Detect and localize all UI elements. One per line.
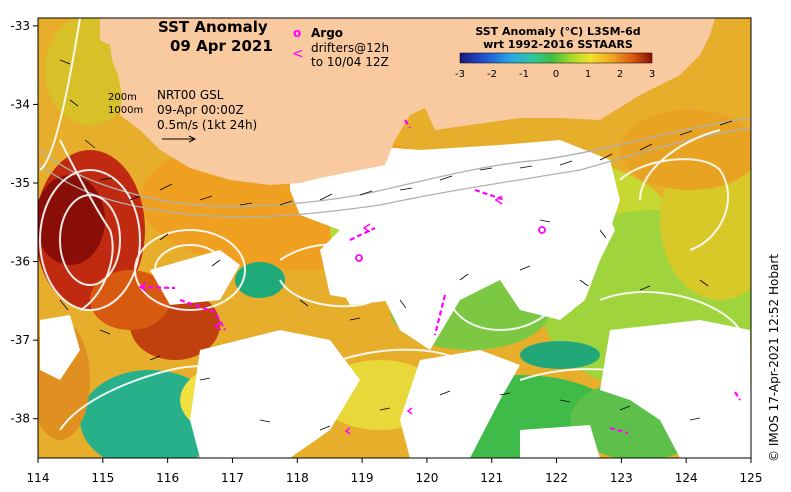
argo-legend-symbol: o [293, 26, 301, 40]
sst-patch [520, 341, 600, 369]
y-axis: -33 -34 -35 -36 -37 -38 [10, 19, 38, 426]
colorbar-tick-label: 3 [649, 69, 655, 80]
no-data-area [190, 330, 360, 458]
vector-scale-arrow [162, 135, 197, 143]
sst-patch [90, 270, 170, 330]
argo-legend-label: Argo [311, 26, 343, 40]
colorbar-tick-label: -1 [519, 69, 529, 80]
x-tick-label: 115 [91, 471, 114, 485]
y-tick-label: -37 [10, 333, 30, 347]
x-tick-label: 118 [286, 471, 309, 485]
drifter-endpoints [138, 195, 503, 435]
drifter-marker [213, 321, 222, 331]
drifter-marker [494, 195, 503, 205]
colorbar-tick-label: -3 [455, 69, 465, 80]
argo-float-marker [538, 226, 546, 234]
bathymetry-contour [39, 127, 751, 218]
x-tick-label: 117 [221, 471, 244, 485]
x-tick-label: 122 [545, 471, 568, 485]
no-data-area [560, 195, 615, 270]
x-tick-label: 114 [27, 471, 50, 485]
x-tick-label: 123 [610, 471, 633, 485]
ssh-contours [39, 18, 741, 431]
x-tick-label: 121 [480, 471, 503, 485]
colorbar-tick-label: 1 [585, 69, 591, 80]
drifter-marker [406, 407, 413, 415]
no-data-area [400, 350, 520, 458]
map-title-line2: 09 Apr 2021 [170, 37, 273, 55]
y-tick-label: -35 [10, 176, 30, 190]
x-tick-label: 119 [351, 471, 374, 485]
x-tick-label: 120 [415, 471, 438, 485]
argo-float-marker [355, 254, 363, 262]
no-data-area [40, 315, 80, 380]
colorbar-tick-label: -2 [487, 69, 497, 80]
y-tick-label: -38 [10, 412, 30, 426]
colorbar-tick-label: 0 [553, 69, 559, 80]
current-vectors [59, 59, 733, 431]
contour-label-1000m: 1000m [108, 105, 143, 116]
x-tick-label: 124 [675, 471, 698, 485]
contour-label-200m: 200m [108, 92, 137, 103]
y-tick-label: -36 [10, 255, 30, 269]
drifter-legend-symbol: < [292, 46, 304, 62]
time-label: 09-Apr 00:00Z [157, 103, 244, 117]
x-axis: 114 115 116 117 118 119 120 121 122 123 124 125 [27, 458, 763, 485]
drifter-legend-label1: drifters@12h [311, 41, 389, 55]
y-tick-label: -34 [10, 97, 30, 111]
colorbar-tick-label: 2 [617, 69, 623, 80]
drifter-tracks [139, 119, 741, 435]
x-tick-label: 116 [156, 471, 179, 485]
plot-frame [37, 17, 752, 459]
svg-text:SST Anomaly (°C) L3SM-6d: SST Anomaly (°C) L3SM-6d [475, 25, 640, 38]
svg-text:wrt 1992-2016 SSTAARS: wrt 1992-2016 SSTAARS [483, 38, 633, 51]
product-label: NRT00 GSL [157, 88, 224, 102]
colorbar-ticks: -3 -2 -1 0 1 2 3 [455, 69, 655, 80]
sst-patch [38, 175, 105, 265]
drifter-legend-label2: to 10/04 12Z [311, 55, 389, 69]
no-data-area [520, 425, 600, 458]
sst-patch [235, 262, 285, 298]
colorbar: SST Anomaly (°C) L3SM-6d wrt 1992-2016 S… [455, 25, 655, 80]
map-field [38, 18, 751, 458]
colorbar-gradient [459, 52, 653, 64]
vector-scale-label: 0.5m/s (1kt 24h) [157, 118, 257, 132]
drifter-marker [362, 223, 371, 233]
y-tick-label: -33 [10, 19, 30, 33]
no-data-area [600, 320, 751, 458]
map-title-line1: SST Anomaly [158, 18, 268, 36]
drifter-marker [344, 427, 351, 435]
sst-patch [620, 110, 751, 190]
x-tick-label: 125 [740, 471, 763, 485]
credit-label: © IMOS 17-Apr-2021 12:52 Hobart [767, 254, 781, 462]
drifter-marker [138, 282, 147, 292]
